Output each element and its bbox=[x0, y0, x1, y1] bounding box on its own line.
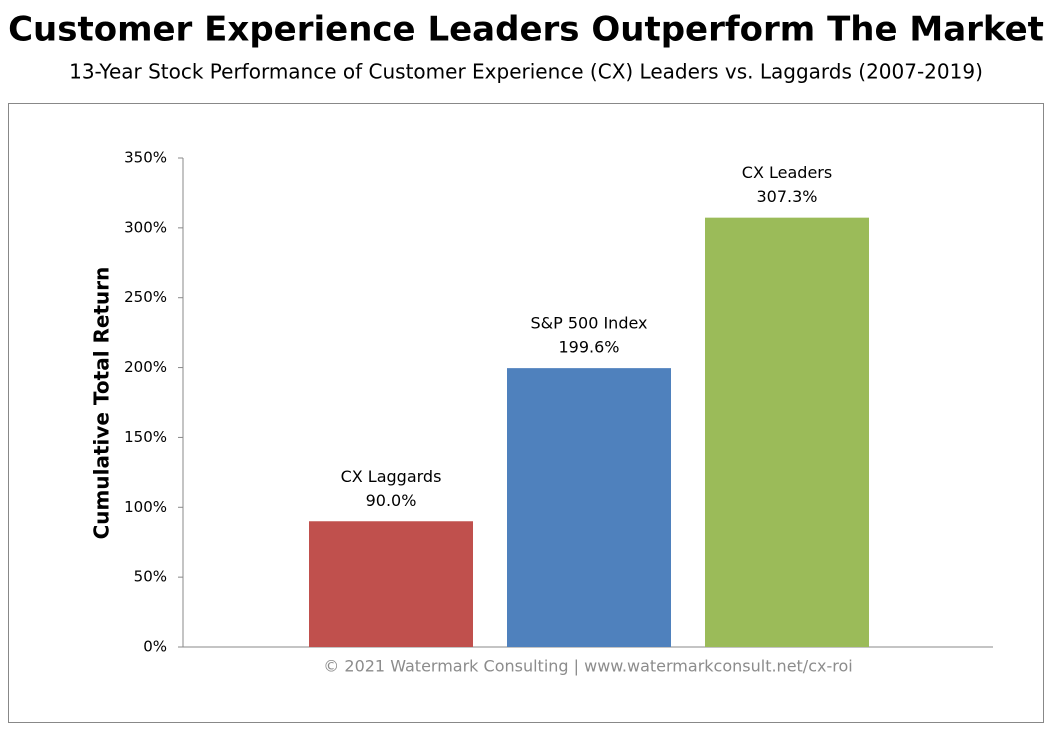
bar bbox=[309, 521, 473, 647]
bar bbox=[705, 217, 869, 647]
y-tick-label: 50% bbox=[134, 568, 167, 586]
bar bbox=[507, 368, 671, 647]
category-label: CX Laggards bbox=[341, 467, 442, 486]
value-label: 307.3% bbox=[756, 187, 817, 206]
value-label: 90.0% bbox=[366, 491, 417, 510]
category-label: S&P 500 Index bbox=[530, 314, 647, 333]
chart-frame bbox=[8, 103, 1044, 723]
chart-title: Customer Experience Leaders Outperform T… bbox=[8, 10, 1044, 50]
y-tick-label: 250% bbox=[124, 288, 167, 306]
chart-subtitle: 13-Year Stock Performance of Customer Ex… bbox=[69, 60, 983, 84]
y-tick-label: 300% bbox=[124, 218, 167, 236]
y-tick-label: 350% bbox=[124, 149, 167, 167]
y-tick-label: 100% bbox=[124, 498, 167, 516]
footer: © 2021 Watermark Consulting | www.waterm… bbox=[323, 657, 852, 676]
y-axis-label: Cumulative Total Return bbox=[90, 267, 114, 540]
category-label: CX Leaders bbox=[742, 163, 832, 182]
value-label: 199.6% bbox=[558, 338, 619, 357]
y-tick-label: 150% bbox=[124, 428, 167, 446]
y-tick-label: 0% bbox=[143, 638, 167, 656]
y-tick-label: 200% bbox=[124, 358, 167, 376]
